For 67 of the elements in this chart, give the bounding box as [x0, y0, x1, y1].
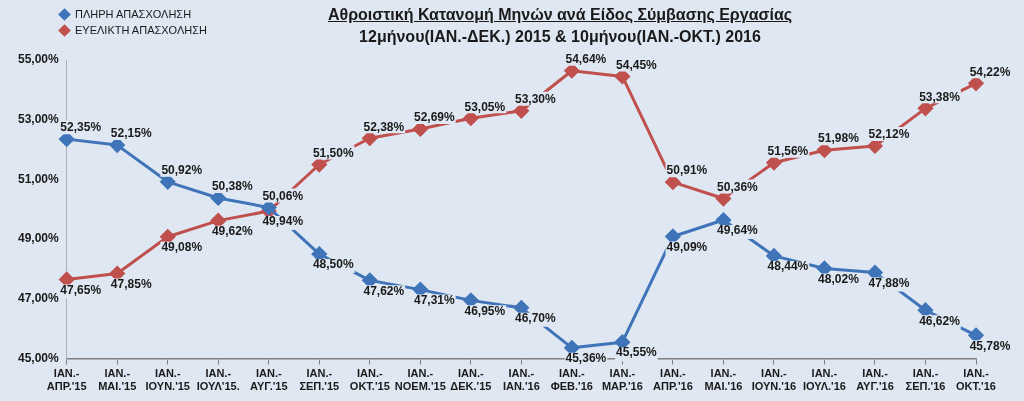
- data-label: 49,64%: [717, 223, 759, 238]
- y-tick-label: 45,00%: [18, 350, 60, 365]
- data-label: 51,98%: [818, 131, 860, 146]
- chart-subtitle: 12μήνου(ΙΑΝ.-ΔΕΚ.) 2015 & 10μήνου(ΙΑΝ.-ΟΚΤ.) 2016: [358, 27, 762, 47]
- x-tick-label: ΙΑΝ.- ΑΥΓ.'15: [249, 367, 288, 393]
- data-label: 45,36%: [565, 351, 607, 366]
- data-label: 48,02%: [818, 271, 860, 286]
- data-label: 52,15%: [110, 126, 152, 141]
- x-tick-label: ΙΑΝ.- ΜΑΙ.'15: [98, 367, 137, 393]
- data-label: 53,05%: [464, 99, 506, 114]
- x-tick-label: ΙΑΝ.- ΣΕΠ.'15: [299, 367, 340, 393]
- chart-title: Αθροιστική Κατανομή Μηνών ανά Είδος Σύμβασης Εργασίας: [326, 5, 794, 25]
- data-label: 50,36%: [717, 179, 759, 194]
- data-label: 46,95%: [464, 303, 506, 318]
- x-tick-label: ΙΑΝ.- ΙΟΥΛ.'16: [803, 367, 846, 393]
- data-label: 46,62%: [919, 313, 961, 328]
- data-label: 50,92%: [161, 163, 203, 178]
- data-label: 52,38%: [363, 119, 405, 134]
- data-label: 47,31%: [413, 292, 455, 307]
- x-tick-label: ΙΑΝ.- ΔΕΚ.'15: [450, 367, 492, 393]
- data-label: 47,85%: [110, 276, 152, 291]
- data-label: 51,50%: [312, 145, 354, 160]
- x-tick-label: ΙΑΝ.- ΙΑΝ.'16: [502, 367, 540, 393]
- y-tick-label: 53,00%: [18, 112, 60, 127]
- y-tick-label: 49,00%: [18, 231, 60, 246]
- data-label: 54,45%: [616, 57, 658, 72]
- data-label: 52,69%: [413, 110, 455, 125]
- data-label: 45,78%: [969, 338, 1011, 353]
- data-label: 50,06%: [262, 188, 304, 203]
- x-tick-label: ΙΑΝ.- ΑΥΓ.'16: [856, 367, 894, 393]
- data-label: 49,94%: [262, 214, 304, 229]
- data-label: 50,91%: [666, 163, 708, 178]
- data-label: 52,35%: [60, 120, 102, 135]
- y-tick-label: 55,00%: [18, 52, 60, 67]
- x-tick-label: ΙΑΝ.- ΙΟΥΝ.'15: [145, 367, 190, 393]
- data-label: 47,88%: [868, 275, 910, 290]
- legend-label: ΠΛΗΡΗ ΑΠΑΣΧΟΛΗΣΗ: [75, 8, 192, 20]
- legend-label: ΕΥΕΛΙΚΤΗ ΑΠΑΣΧΟΛΗΣΗ: [75, 24, 208, 36]
- y-tick-label: 51,00%: [18, 171, 60, 186]
- x-tick-label: ΙΑΝ.- ΙΟΥΛ'15.: [196, 367, 240, 393]
- data-label: 49,09%: [666, 239, 708, 254]
- data-label: 51,56%: [767, 144, 809, 159]
- x-tick-label: ΙΑΝ.- ΟΚΤ.'16: [956, 367, 996, 393]
- data-label: 53,30%: [515, 92, 557, 107]
- x-tick-label: ΙΑΝ.- ΦΕΒ.'16: [550, 367, 593, 393]
- data-label: 47,65%: [60, 282, 102, 297]
- x-tick-label: ΙΑΝ.- ΟΚΤ.'15: [349, 367, 390, 393]
- x-tick-label: ΙΑΝ.- ΑΠΡ.'16: [653, 367, 693, 393]
- data-label: 54,64%: [565, 52, 607, 67]
- data-label: 46,70%: [515, 311, 557, 326]
- data-label: 50,38%: [211, 179, 253, 194]
- data-label: 49,62%: [211, 223, 253, 238]
- y-tick-label: 47,00%: [18, 291, 60, 306]
- x-tick-label: ΙΑΝ.- ΝΟΕΜ.'15: [394, 367, 446, 393]
- data-label: 52,12%: [868, 127, 910, 142]
- data-label: 53,38%: [919, 89, 961, 104]
- x-tick-label: ΙΑΝ.- ΑΠΡ.'15: [46, 367, 87, 393]
- data-label: 54,22%: [969, 64, 1011, 79]
- data-label: 49,08%: [161, 240, 203, 255]
- x-tick-label: ΙΑΝ.- ΣΕΠ.'16: [905, 367, 946, 393]
- data-label: 47,62%: [363, 283, 405, 298]
- data-label: 48,44%: [767, 259, 809, 274]
- x-tick-label: ΙΑΝ.- ΜΑΡ.'16: [601, 367, 643, 393]
- data-label: 45,55%: [616, 345, 658, 360]
- x-tick-label: ΙΑΝ.- ΜΑΙ.'16: [704, 367, 743, 393]
- x-tick-label: ΙΑΝ.- ΙΟΥΝ.'16: [751, 367, 797, 393]
- data-label: 48,50%: [312, 257, 354, 272]
